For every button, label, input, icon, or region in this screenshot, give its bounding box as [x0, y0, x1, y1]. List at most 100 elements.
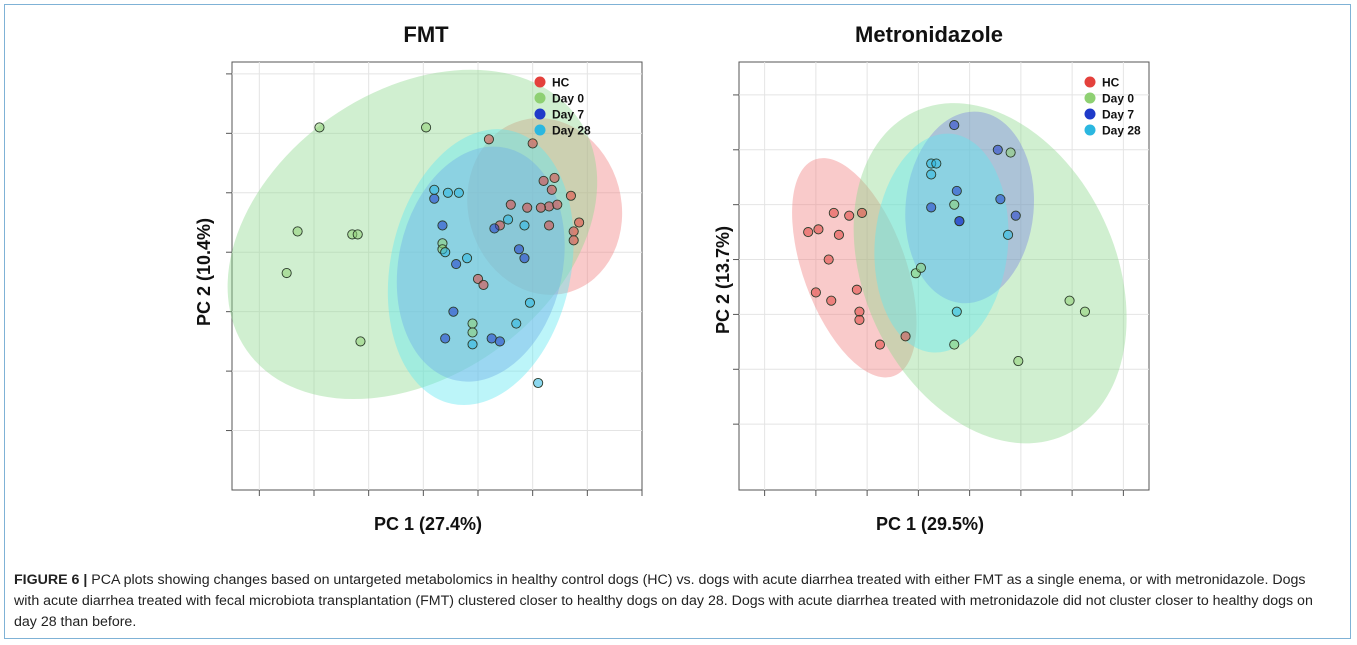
data-point-hc: [823, 254, 834, 265]
legend-label: HC: [1102, 76, 1120, 90]
data-point-day-7: [448, 306, 459, 317]
data-point-day-28: [503, 214, 514, 225]
legend: HC Day 0 Day 7 Day 28: [534, 76, 591, 138]
data-point-day-0: [1013, 356, 1024, 367]
data-point-hc: [856, 207, 868, 218]
data-point-hc: [478, 279, 489, 290]
data-point-day-7: [519, 253, 530, 264]
data-point-day-7: [451, 259, 462, 270]
data-point-hc: [854, 314, 865, 325]
legend-label: Day 28: [1102, 124, 1141, 138]
chart-panel-metronidazole: HC Day 0 Day 7 Day 28 Metronidazole PC 2 (1…: [713, 22, 1150, 534]
data-point-hc: [535, 202, 546, 213]
y-axis-label: PC 2 (10.4%): [194, 218, 214, 326]
data-point-day-7: [513, 244, 525, 255]
data-point-day-0: [314, 122, 325, 133]
legend-swatch: [534, 92, 546, 104]
x-axis-label: PC 1 (29.5%): [876, 514, 984, 534]
chart-panel-fmt: HC Day 0 Day 7 Day 28 FMT PC 2 (10.4%) PC 1…: [194, 22, 643, 534]
data-point-day-28: [926, 169, 937, 180]
data-point-hc: [833, 229, 844, 240]
data-point-day-7: [429, 193, 440, 204]
legend-swatch: [1084, 76, 1096, 88]
legend: HC Day 0 Day 7 Day 28: [1084, 76, 1141, 138]
confidence-ellipse-hc: [792, 158, 917, 378]
data-point-day-0: [355, 336, 366, 347]
data-point-day-28: [453, 187, 464, 198]
y-axis-label: PC 2 (13.7%): [713, 226, 733, 334]
data-point-day-28: [519, 220, 530, 231]
data-point-hc: [826, 295, 837, 306]
confidence-ellipse-day-7: [396, 146, 565, 382]
data-point-day-7: [494, 336, 505, 347]
data-point-day-7: [489, 223, 500, 234]
data-point-day-7: [992, 144, 1003, 155]
data-point-day-0: [421, 122, 432, 133]
data-point-day-28: [931, 158, 942, 169]
data-point-day-0: [949, 199, 960, 210]
legend-label: Day 7: [1102, 108, 1134, 122]
data-point-day-0: [292, 226, 303, 237]
data-point-hc: [574, 217, 585, 228]
data-point-hc: [844, 210, 855, 221]
legend-swatch: [1084, 124, 1096, 136]
data-point-day-7: [1010, 210, 1021, 221]
data-point-day-28: [429, 184, 440, 195]
data-point-hc: [803, 227, 814, 238]
legend-label: Day 0: [1102, 92, 1134, 106]
data-point-hc: [828, 207, 839, 218]
data-point-day-28: [462, 253, 473, 264]
panel-title: Metronidazole: [855, 22, 1003, 47]
x-axis-label: PC 1 (27.4%): [374, 514, 482, 534]
data-point-day-7: [951, 185, 962, 196]
data-point-day-7: [995, 194, 1006, 205]
legend-swatch: [534, 108, 546, 120]
legend-label: Day 28: [552, 124, 591, 138]
data-point-day-0: [1079, 306, 1090, 317]
data-point-day-28: [511, 318, 522, 329]
figure-label: FIGURE 6 |: [14, 572, 88, 588]
data-point-hc: [568, 235, 579, 246]
data-point-day-0: [352, 229, 363, 240]
legend-swatch: [534, 76, 546, 88]
legend-label: Day 7: [552, 108, 584, 122]
data-point-hc: [483, 134, 494, 145]
data-point-hc: [565, 190, 576, 201]
data-point-day-28: [442, 187, 453, 198]
data-point-day-0: [467, 327, 478, 338]
data-point-day-0: [1064, 295, 1075, 306]
plot-area: [738, 61, 1150, 491]
figure-svg: HC Day 0 Day 7 Day 28 FMT PC 2 (10.4%) PC 1…: [194, 22, 1150, 534]
data-point-day-7: [954, 216, 965, 227]
data-point-hc: [851, 284, 862, 295]
data-point-hc: [544, 220, 555, 231]
data-point-hc: [813, 224, 824, 235]
plot-layer: HC Day 0 Day 7 Day 28: [226, 61, 643, 496]
data-point-day-0: [1005, 147, 1016, 158]
plot-layer: HC Day 0 Day 7 Day 28: [733, 61, 1150, 496]
figure-frame: [4, 4, 1351, 639]
data-point-hc: [544, 201, 555, 212]
confidence-ellipse-day-0: [227, 69, 598, 400]
data-point-hc: [549, 172, 560, 183]
legend-label: Day 0: [552, 92, 584, 106]
confidence-ellipse-day-28: [874, 133, 1009, 353]
data-point-hc: [546, 184, 557, 195]
data-point-hc: [552, 199, 563, 210]
data-point-hc: [810, 287, 821, 298]
data-point-day-7: [949, 120, 960, 131]
panel-title: FMT: [403, 22, 449, 47]
data-point-day-28: [951, 306, 962, 317]
data-point-day-28: [467, 339, 478, 350]
caption-text: PCA plots showing changes based on untar…: [14, 572, 1313, 630]
data-point-hc: [568, 226, 579, 237]
data-point-day-0: [915, 262, 926, 273]
data-point-day-7: [926, 202, 937, 213]
data-point-hc: [527, 138, 538, 149]
legend-swatch: [1084, 108, 1096, 120]
data-point-hc: [522, 202, 533, 213]
data-point-day-0: [281, 267, 292, 279]
data-point-day-7: [437, 220, 448, 231]
data-point-day-28: [440, 247, 451, 258]
data-point-day-0: [467, 318, 478, 329]
